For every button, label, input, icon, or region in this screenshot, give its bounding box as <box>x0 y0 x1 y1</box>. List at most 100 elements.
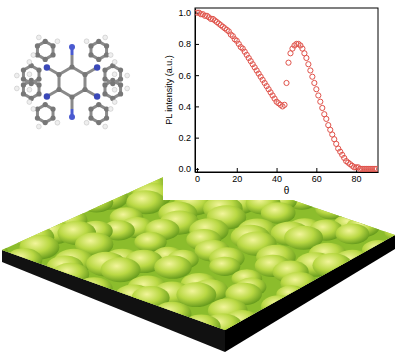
data-point <box>316 93 321 98</box>
atom <box>43 102 48 107</box>
surface-bump <box>154 256 192 279</box>
atom <box>102 77 107 82</box>
inset-chart: 0.00.20.40.60.81.0020406080PL intensity … <box>163 0 398 200</box>
bond-ring <box>23 66 39 84</box>
nitrogen <box>69 114 75 120</box>
surface-bump <box>52 263 89 286</box>
atom <box>36 82 41 87</box>
bond-ring <box>105 80 121 98</box>
atom <box>35 116 40 121</box>
y-tick-mark <box>195 138 199 139</box>
surface-bump <box>153 302 191 326</box>
y-tick-label: 0.8 <box>178 39 191 49</box>
hydrogen <box>27 60 32 65</box>
hydrogen <box>112 100 117 105</box>
atom <box>69 64 74 69</box>
atom <box>82 72 87 77</box>
hydrogen <box>14 86 19 91</box>
data-point <box>282 102 287 107</box>
y-tick: 0.4 <box>178 102 199 112</box>
y-axis-title: PL intensity (a.u.) <box>164 55 174 125</box>
data-point <box>286 60 291 65</box>
surface-bump <box>312 253 352 278</box>
atom <box>69 94 74 99</box>
atom <box>50 43 55 48</box>
inset-background <box>163 0 398 200</box>
atom <box>118 82 123 87</box>
hydrogen <box>31 53 36 58</box>
hydrogen <box>108 107 113 112</box>
hydrogen <box>36 35 41 40</box>
hydrogen <box>84 120 89 125</box>
y-tick-label: 0.6 <box>178 71 191 81</box>
hydrogen <box>112 87 117 92</box>
hydrogen <box>55 120 60 125</box>
surface-bump <box>6 248 43 271</box>
surface-bump <box>384 221 400 242</box>
surface-bump <box>315 199 347 219</box>
hydrogen <box>108 53 113 58</box>
figure: 0.00.20.40.60.81.0020406080PL intensity … <box>0 0 400 354</box>
hydrogen <box>84 39 89 44</box>
hydrogen <box>14 73 19 78</box>
atom <box>35 43 40 48</box>
hydrogen <box>27 100 32 105</box>
x-axis-title: θ <box>284 185 290 196</box>
data-point <box>318 99 323 104</box>
x-tick-label: 80 <box>352 174 362 184</box>
y-tick-label: 1.0 <box>178 8 191 18</box>
surface-bump <box>75 277 113 300</box>
data-point <box>312 80 317 85</box>
plot-frame <box>195 8 378 172</box>
surface-bump <box>276 285 306 304</box>
hydrogen <box>31 107 36 112</box>
hydrogen <box>103 124 108 129</box>
y-tick-label: 0.2 <box>178 133 191 143</box>
nitrogen <box>44 64 50 70</box>
data-point <box>373 166 378 171</box>
atom <box>50 107 55 112</box>
y-tick-label: 0.4 <box>178 102 191 112</box>
bond-ring <box>91 41 107 59</box>
bond-ring <box>105 66 121 84</box>
atom <box>36 91 41 96</box>
data-point <box>306 62 311 67</box>
surface-bump <box>176 282 216 307</box>
hydrogen <box>27 87 32 92</box>
hydrogen <box>36 124 41 129</box>
surface-bump <box>182 314 220 338</box>
atom <box>88 43 93 48</box>
y-tick-label: 0.0 <box>178 164 191 174</box>
hydrogen <box>103 35 108 40</box>
y-tick-mark <box>195 44 199 45</box>
y-tick-mark <box>195 75 199 76</box>
atom <box>50 116 55 121</box>
bond-ring <box>37 105 53 123</box>
y-axis-line <box>195 9 196 173</box>
y-tick-mark <box>195 106 199 107</box>
atom <box>102 68 107 73</box>
atom <box>21 77 26 82</box>
nitrogen <box>94 93 100 99</box>
hydrogen <box>27 72 32 77</box>
plot-area <box>195 10 378 171</box>
hydrogen <box>55 39 60 44</box>
y-tick: 0.6 <box>178 71 199 81</box>
data-point <box>304 55 309 60</box>
surface-bump <box>336 223 370 244</box>
bond-ring <box>91 105 107 123</box>
atom <box>43 120 48 125</box>
atom <box>104 43 109 48</box>
atom <box>56 72 61 77</box>
y-axis: 0.0 0.2 0.4 0.6 0.8 1.0 <box>178 8 199 174</box>
bond-ring <box>23 80 39 98</box>
x-tick-mark <box>316 168 317 172</box>
atom <box>96 57 101 62</box>
data-point <box>324 116 329 121</box>
y-tick: 0.2 <box>178 133 199 143</box>
x-tick: 20 <box>232 168 242 184</box>
atom <box>50 52 55 57</box>
x-axis-line <box>196 172 379 173</box>
atom <box>82 87 87 92</box>
atom <box>56 87 61 92</box>
